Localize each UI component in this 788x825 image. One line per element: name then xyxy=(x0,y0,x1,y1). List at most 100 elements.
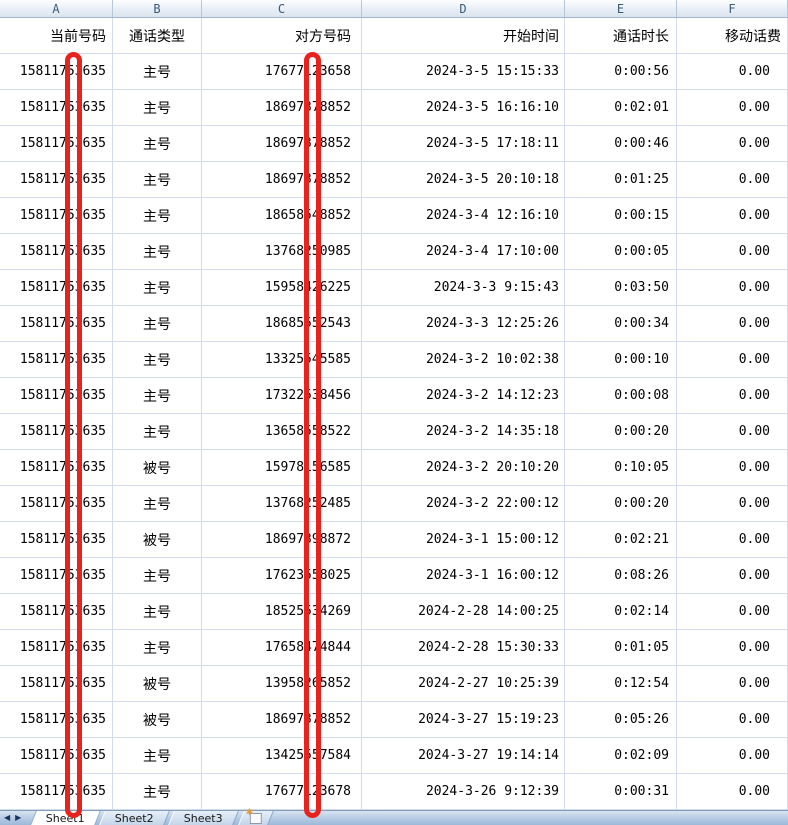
column-header-a[interactable]: A xyxy=(0,0,113,17)
cell-duration[interactable]: 0:02:01 xyxy=(565,90,677,125)
cell-other-number[interactable]: 17623558025 xyxy=(202,558,362,593)
cell-call-type[interactable]: 主号 xyxy=(113,342,202,377)
cell-call-type[interactable]: 主号 xyxy=(113,126,202,161)
cell-current-number[interactable]: 15811753635 xyxy=(0,378,113,413)
cell-current-number[interactable]: 15811753635 xyxy=(0,702,113,737)
cell-start-time[interactable]: 2024-3-5 17:18:11 xyxy=(362,126,565,161)
header-cell-other-number[interactable]: 对方号码 xyxy=(202,18,362,53)
cell-other-number[interactable]: 18525534269 xyxy=(202,594,362,629)
cell-duration[interactable]: 0:00:05 xyxy=(565,234,677,269)
cell-mobile-fee[interactable]: 0.00 xyxy=(677,522,788,557)
cell-other-number[interactable]: 17322538456 xyxy=(202,378,362,413)
cell-start-time[interactable]: 2024-3-27 15:19:23 xyxy=(362,702,565,737)
cell-start-time[interactable]: 2024-3-27 19:14:14 xyxy=(362,738,565,773)
cell-call-type[interactable]: 被号 xyxy=(113,450,202,485)
cell-duration[interactable]: 0:10:05 xyxy=(565,450,677,485)
cell-duration[interactable]: 0:03:50 xyxy=(565,270,677,305)
cell-duration[interactable]: 0:05:26 xyxy=(565,702,677,737)
cell-other-number[interactable]: 18697378852 xyxy=(202,90,362,125)
header-cell-current-number[interactable]: 当前号码 xyxy=(0,18,113,53)
header-cell-call-type[interactable]: 通话类型 xyxy=(113,18,202,53)
cell-duration[interactable]: 0:00:31 xyxy=(565,774,677,809)
cell-current-number[interactable]: 15811753635 xyxy=(0,774,113,809)
cell-duration[interactable]: 0:02:21 xyxy=(565,522,677,557)
cell-duration[interactable]: 0:00:15 xyxy=(565,198,677,233)
cell-current-number[interactable]: 15811753635 xyxy=(0,306,113,341)
cell-current-number[interactable]: 15811753635 xyxy=(0,486,113,521)
cell-start-time[interactable]: 2024-3-2 14:35:18 xyxy=(362,414,565,449)
cell-current-number[interactable]: 15811753635 xyxy=(0,522,113,557)
cell-mobile-fee[interactable]: 0.00 xyxy=(677,306,788,341)
scroll-tabs-left-icon[interactable]: ◀ xyxy=(4,813,11,822)
column-header-d[interactable]: D xyxy=(362,0,565,17)
cell-start-time[interactable]: 2024-3-5 15:15:33 xyxy=(362,54,565,89)
cell-other-number[interactable]: 17677123658 xyxy=(202,54,362,89)
cell-duration[interactable]: 0:00:10 xyxy=(565,342,677,377)
cell-other-number[interactable]: 18697378852 xyxy=(202,126,362,161)
cell-current-number[interactable]: 15811753635 xyxy=(0,126,113,161)
cell-mobile-fee[interactable]: 0.00 xyxy=(677,450,788,485)
cell-current-number[interactable]: 15811753635 xyxy=(0,198,113,233)
cell-duration[interactable]: 0:02:09 xyxy=(565,738,677,773)
cell-mobile-fee[interactable]: 0.00 xyxy=(677,774,788,809)
column-header-c[interactable]: C xyxy=(202,0,362,17)
cell-mobile-fee[interactable]: 0.00 xyxy=(677,594,788,629)
cell-other-number[interactable]: 18697378852 xyxy=(202,702,362,737)
cell-mobile-fee[interactable]: 0.00 xyxy=(677,54,788,89)
cell-mobile-fee[interactable]: 0.00 xyxy=(677,378,788,413)
cell-call-type[interactable]: 主号 xyxy=(113,270,202,305)
cell-call-type[interactable]: 主号 xyxy=(113,54,202,89)
cell-current-number[interactable]: 15811753635 xyxy=(0,270,113,305)
cell-call-type[interactable]: 主号 xyxy=(113,630,202,665)
cell-other-number[interactable]: 18685552543 xyxy=(202,306,362,341)
cell-other-number[interactable]: 17677123678 xyxy=(202,774,362,809)
cell-start-time[interactable]: 2024-3-1 16:00:12 xyxy=(362,558,565,593)
cell-other-number[interactable]: 15958426225 xyxy=(202,270,362,305)
cell-call-type[interactable]: 主号 xyxy=(113,306,202,341)
cell-duration[interactable]: 0:00:20 xyxy=(565,414,677,449)
cell-current-number[interactable]: 15811753635 xyxy=(0,414,113,449)
insert-worksheet-button[interactable]: ✱ xyxy=(237,808,274,825)
cell-current-number[interactable]: 15811753635 xyxy=(0,90,113,125)
cell-other-number[interactable]: 18697378852 xyxy=(202,162,362,197)
cell-other-number[interactable]: 13768252485 xyxy=(202,486,362,521)
tab-sheet2[interactable]: Sheet2 xyxy=(99,811,170,825)
cell-duration[interactable]: 0:02:14 xyxy=(565,594,677,629)
cell-mobile-fee[interactable]: 0.00 xyxy=(677,666,788,701)
cell-call-type[interactable]: 被号 xyxy=(113,702,202,737)
cell-current-number[interactable]: 15811753635 xyxy=(0,342,113,377)
cell-other-number[interactable]: 13425557584 xyxy=(202,738,362,773)
cell-mobile-fee[interactable]: 0.00 xyxy=(677,234,788,269)
cell-call-type[interactable]: 主号 xyxy=(113,198,202,233)
cell-current-number[interactable]: 15811753635 xyxy=(0,54,113,89)
cell-mobile-fee[interactable]: 0.00 xyxy=(677,630,788,665)
cell-current-number[interactable]: 15811753635 xyxy=(0,666,113,701)
cell-duration[interactable]: 0:00:46 xyxy=(565,126,677,161)
cell-call-type[interactable]: 主号 xyxy=(113,234,202,269)
cell-other-number[interactable]: 17658474844 xyxy=(202,630,362,665)
cell-mobile-fee[interactable]: 0.00 xyxy=(677,342,788,377)
cell-start-time[interactable]: 2024-3-3 9:15:43 xyxy=(362,270,565,305)
cell-mobile-fee[interactable]: 0.00 xyxy=(677,738,788,773)
cell-start-time[interactable]: 2024-3-2 20:10:20 xyxy=(362,450,565,485)
cell-start-time[interactable]: 2024-2-27 10:25:39 xyxy=(362,666,565,701)
cell-mobile-fee[interactable]: 0.00 xyxy=(677,702,788,737)
cell-mobile-fee[interactable]: 0.00 xyxy=(677,414,788,449)
cell-call-type[interactable]: 被号 xyxy=(113,666,202,701)
header-cell-mobile-fee[interactable]: 移动话费 xyxy=(677,18,788,53)
cell-mobile-fee[interactable]: 0.00 xyxy=(677,198,788,233)
header-cell-start-time[interactable]: 开始时间 xyxy=(362,18,565,53)
cell-call-type[interactable]: 主号 xyxy=(113,594,202,629)
cell-call-type[interactable]: 被号 xyxy=(113,522,202,557)
cell-start-time[interactable]: 2024-3-5 16:16:10 xyxy=(362,90,565,125)
cell-duration[interactable]: 0:00:08 xyxy=(565,378,677,413)
cell-start-time[interactable]: 2024-3-1 15:00:12 xyxy=(362,522,565,557)
cell-mobile-fee[interactable]: 0.00 xyxy=(677,486,788,521)
cell-mobile-fee[interactable]: 0.00 xyxy=(677,558,788,593)
cell-current-number[interactable]: 15811753635 xyxy=(0,594,113,629)
cell-start-time[interactable]: 2024-2-28 15:30:33 xyxy=(362,630,565,665)
cell-start-time[interactable]: 2024-3-3 12:25:26 xyxy=(362,306,565,341)
cell-current-number[interactable]: 15811753635 xyxy=(0,630,113,665)
cell-start-time[interactable]: 2024-3-4 12:16:10 xyxy=(362,198,565,233)
cell-other-number[interactable]: 18658548852 xyxy=(202,198,362,233)
